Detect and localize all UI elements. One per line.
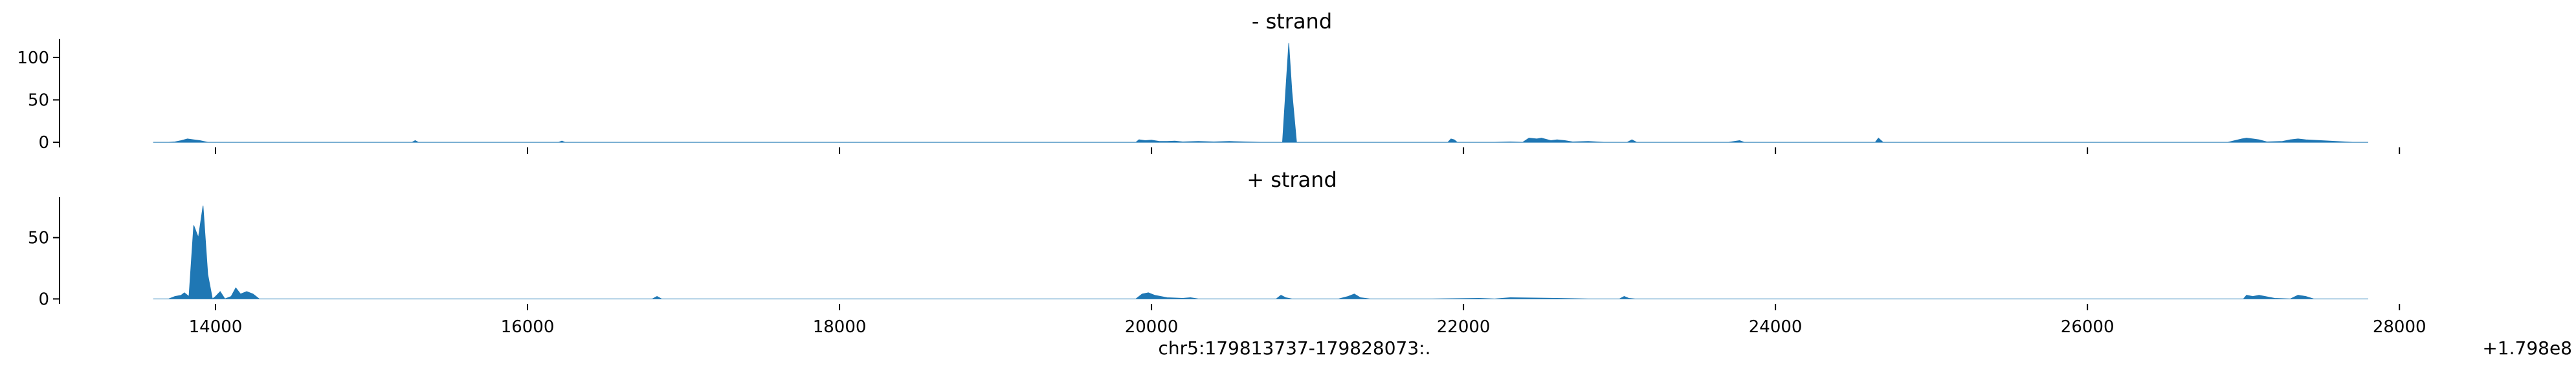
y-tick-label-2-0: 0 (38, 290, 49, 309)
x-axis-label: chr5:179813737-179828073:. (1159, 337, 1431, 359)
x-tick-label-2-7: 28000 (2373, 317, 2426, 337)
x-tick-label-2-0: 14000 (189, 317, 243, 337)
x-tick-label-2-4: 22000 (1437, 317, 1491, 337)
panel-title-2: + strand (1247, 167, 1337, 192)
x-tick-label-2-2: 18000 (813, 317, 867, 337)
x-tick-label-2-6: 26000 (2061, 317, 2115, 337)
y-tick-label-1-0: 0 (38, 133, 49, 153)
coverage-area-2 (153, 206, 2368, 300)
y-tick-label-1-2: 100 (17, 48, 49, 68)
y-tick-label-2-1: 50 (28, 229, 49, 248)
panel-title-1: - strand (1252, 9, 1332, 34)
y-tick-label-1-1: 50 (28, 91, 49, 111)
x-axis-offset-text: +1.798e8 (2482, 337, 2572, 359)
x-tick-label-2-5: 24000 (1749, 317, 1803, 337)
x-tick-label-2-3: 20000 (1125, 317, 1179, 337)
coverage-area-1 (153, 43, 2368, 143)
x-tick-label-2-1: 16000 (501, 317, 555, 337)
